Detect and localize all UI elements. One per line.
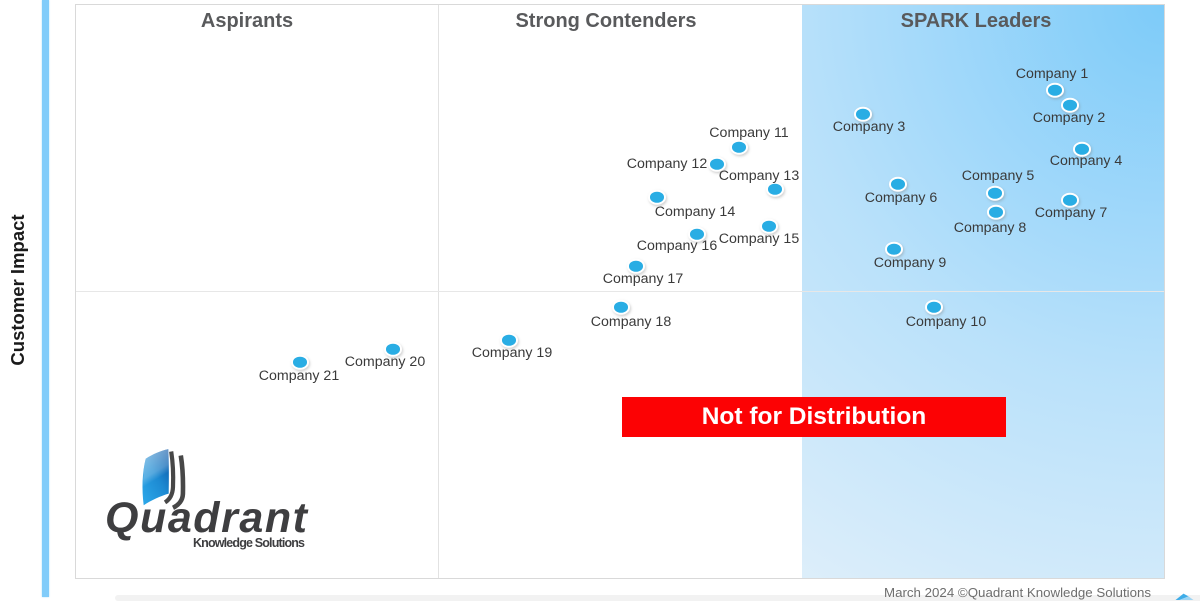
- svg-text:Knowledge Solutions: Knowledge Solutions: [193, 536, 305, 550]
- svg-text:Quadrant: Quadrant: [105, 494, 309, 542]
